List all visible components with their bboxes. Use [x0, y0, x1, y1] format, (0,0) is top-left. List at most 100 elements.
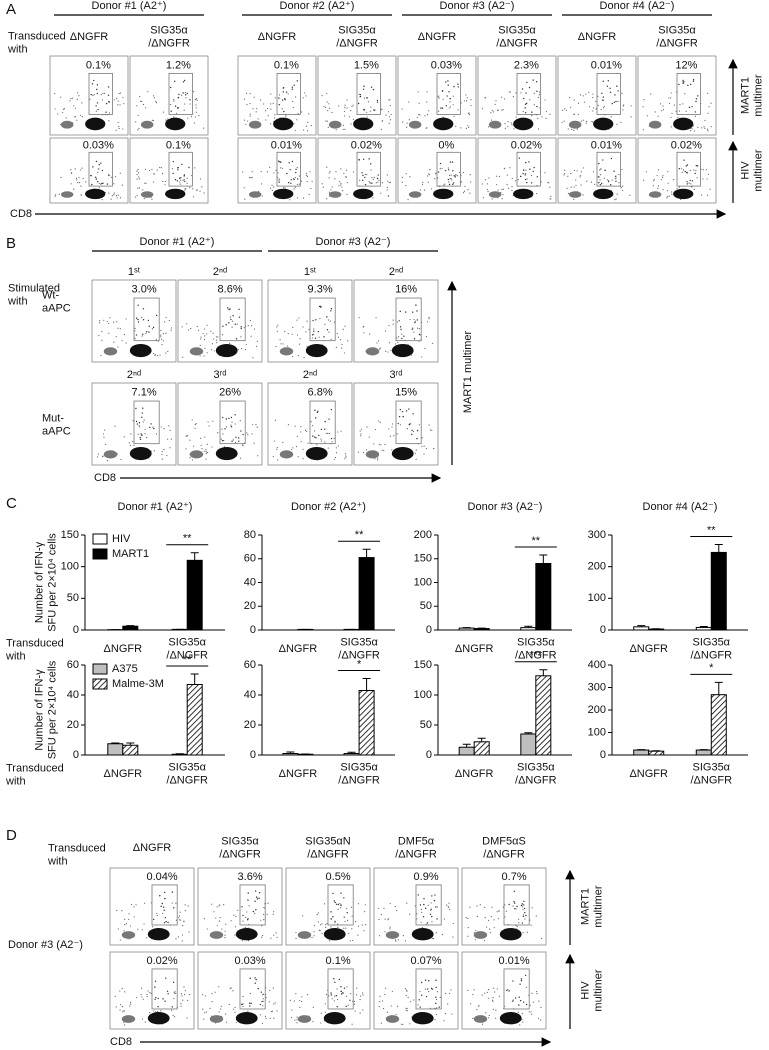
event-dot — [123, 930, 125, 932]
event-dot — [362, 326, 364, 328]
event-dot — [78, 176, 80, 179]
bar — [633, 749, 650, 756]
event-dot — [295, 96, 297, 98]
event-dot — [262, 935, 264, 937]
event-dot — [514, 997, 517, 999]
event-dot — [383, 449, 385, 452]
event-dot — [353, 1003, 355, 1005]
event-dot — [440, 107, 442, 109]
event-dot — [324, 428, 326, 430]
event-dot — [279, 339, 281, 341]
event-dot — [357, 451, 360, 453]
event-dot — [441, 107, 444, 109]
event-dot — [702, 178, 704, 180]
event-dot — [385, 350, 387, 352]
event-dot — [320, 1022, 322, 1024]
event-dot — [531, 111, 533, 113]
event-dot — [184, 180, 186, 183]
y-axis-label: multimer — [592, 969, 604, 1012]
event-dot — [122, 128, 124, 130]
cell-cluster — [297, 931, 312, 939]
event-dot — [468, 113, 471, 116]
event-dot — [521, 1019, 523, 1021]
event-dot — [389, 104, 391, 107]
event-dot — [325, 120, 327, 122]
event-dot — [345, 927, 347, 929]
x-tick-label: /ΔNGFR — [515, 649, 557, 661]
event-dot — [506, 184, 508, 186]
event-dot — [276, 330, 278, 332]
event-dot — [262, 1005, 264, 1007]
event-dot — [536, 192, 538, 195]
event-dot — [359, 998, 361, 1001]
event-dot — [175, 902, 177, 904]
event-dot — [206, 443, 208, 446]
event-dot — [421, 183, 424, 186]
event-dot — [424, 348, 426, 350]
event-dot — [540, 1006, 542, 1008]
event-dot — [130, 903, 133, 906]
event-dot — [343, 110, 346, 113]
event-dot — [670, 92, 672, 94]
event-dot — [139, 436, 141, 439]
event-dot — [431, 988, 434, 991]
event-dot — [384, 330, 387, 332]
event-dot — [273, 172, 275, 174]
event-dot — [406, 1010, 408, 1012]
event-dot — [374, 458, 376, 460]
gate — [415, 968, 442, 1010]
event-dot — [369, 110, 371, 112]
event-dot — [413, 999, 415, 1001]
event-dot — [346, 99, 348, 101]
event-dot — [204, 1012, 206, 1014]
event-dot — [306, 180, 308, 183]
event-dot — [169, 86, 172, 89]
cell-cluster — [273, 188, 294, 200]
event-dot — [275, 345, 277, 348]
event-dot — [582, 194, 584, 196]
event-dot — [263, 906, 265, 909]
x-tick-label: /ΔNGFR — [166, 774, 208, 786]
cell-cluster — [593, 188, 614, 200]
event-dot — [124, 991, 126, 993]
event-dot — [165, 920, 167, 923]
x-tick-label: ΔNGFR — [104, 768, 143, 780]
event-dot — [487, 190, 489, 193]
event-dot — [323, 903, 326, 905]
event-dot — [272, 102, 274, 104]
event-dot — [668, 195, 670, 197]
event-dot — [417, 1004, 419, 1006]
event-dot — [196, 99, 198, 102]
event-dot — [609, 91, 612, 94]
event-dot — [98, 168, 100, 170]
event-dot — [389, 181, 392, 183]
event-dot — [138, 178, 141, 180]
event-dot — [515, 92, 517, 94]
gate — [88, 72, 113, 115]
event-dot — [334, 456, 337, 459]
event-dot — [424, 988, 427, 990]
event-dot — [346, 181, 349, 184]
event-dot — [550, 198, 552, 200]
event-dot — [412, 413, 414, 415]
event-dot — [324, 106, 326, 109]
event-dot — [431, 915, 433, 918]
event-dot — [245, 123, 247, 125]
event-dot — [418, 328, 421, 330]
x-tick-label: /ΔNGFR — [338, 774, 380, 786]
y-tick-label: 40 — [244, 576, 256, 588]
event-dot — [96, 456, 99, 458]
event-dot — [123, 1021, 125, 1023]
event-dot — [291, 333, 293, 335]
event-dot — [403, 335, 405, 337]
event-dot — [302, 915, 304, 917]
bar — [358, 690, 375, 756]
event-dot — [276, 446, 279, 449]
event-dot — [416, 918, 418, 920]
event-dot — [364, 904, 366, 906]
event-dot — [365, 449, 368, 451]
event-dot — [646, 115, 649, 117]
event-dot — [693, 169, 695, 171]
gate — [88, 151, 113, 187]
gate-percent: 26% — [219, 387, 241, 399]
